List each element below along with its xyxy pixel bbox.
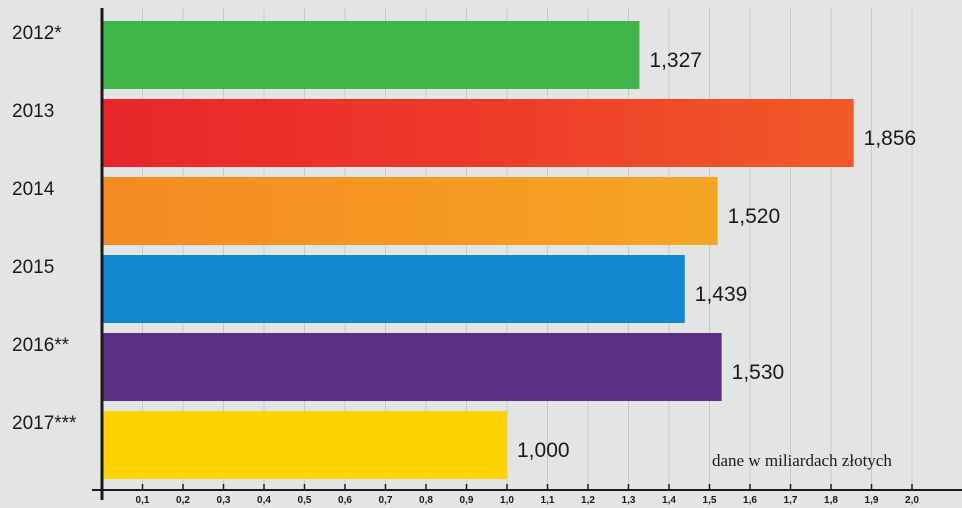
- category-label: 2016**: [12, 335, 70, 356]
- x-tick-label: 1,8: [824, 495, 838, 506]
- value-label: 1,439: [695, 283, 748, 306]
- x-tick-label: 1,7: [784, 495, 798, 506]
- x-tick-label: 0,5: [298, 495, 312, 506]
- x-tick-label: 2,0: [905, 495, 919, 506]
- x-tick-label: 1,0: [500, 495, 514, 506]
- x-tick-label: 1,6: [743, 495, 757, 506]
- x-tick-label: 1,3: [622, 495, 636, 506]
- category-label: 2013: [12, 101, 54, 122]
- x-tick-label: 0,6: [338, 495, 352, 506]
- x-tick-label: 1,2: [581, 495, 595, 506]
- bar: [102, 411, 507, 479]
- x-tick-label: 0,3: [217, 495, 231, 506]
- unit-note: dane w miliardach złotych: [712, 451, 892, 470]
- x-tick-label: 0,2: [176, 495, 190, 506]
- category-label: 2014: [12, 179, 55, 200]
- value-label: 1,530: [732, 361, 785, 384]
- x-tick-label: 0,8: [419, 495, 433, 506]
- x-ticks: 0,1 0,2 0,3 0,4 0,5 0,6 0,7 0,8 0,9 1,0 1,1 1,2 1,3 1…: [136, 484, 919, 506]
- category-labels: 2012* 2013 2014 2015 2016** 2017***: [12, 23, 77, 434]
- x-tick-label: 0,4: [257, 495, 271, 506]
- x-tick-label: 0,1: [136, 495, 150, 506]
- value-label: 1,520: [728, 205, 781, 228]
- category-label: 2015: [12, 257, 54, 278]
- bar: [102, 255, 685, 323]
- value-label: 1,856: [864, 127, 917, 150]
- axes: [92, 8, 962, 500]
- value-label: 1,000: [517, 439, 570, 462]
- x-tick-label: 1,4: [662, 495, 676, 506]
- value-labels: 1,327 1,856 1,520 1,439 1,530 1,000: [517, 49, 916, 462]
- category-label: 2017***: [12, 413, 77, 434]
- bar: [102, 177, 718, 245]
- category-label: 2012*: [12, 23, 62, 44]
- x-tick-label: 1,5: [703, 495, 717, 506]
- bar: [102, 99, 854, 167]
- value-label: 1,327: [649, 49, 702, 72]
- x-tick-label: 0,7: [379, 495, 393, 506]
- bar: [102, 333, 722, 401]
- x-tick-label: 1,9: [865, 495, 879, 506]
- bar: [102, 21, 640, 89]
- x-tick-label: 0,9: [460, 495, 474, 506]
- bars: [102, 21, 854, 479]
- x-tick-label: 1,1: [541, 495, 555, 506]
